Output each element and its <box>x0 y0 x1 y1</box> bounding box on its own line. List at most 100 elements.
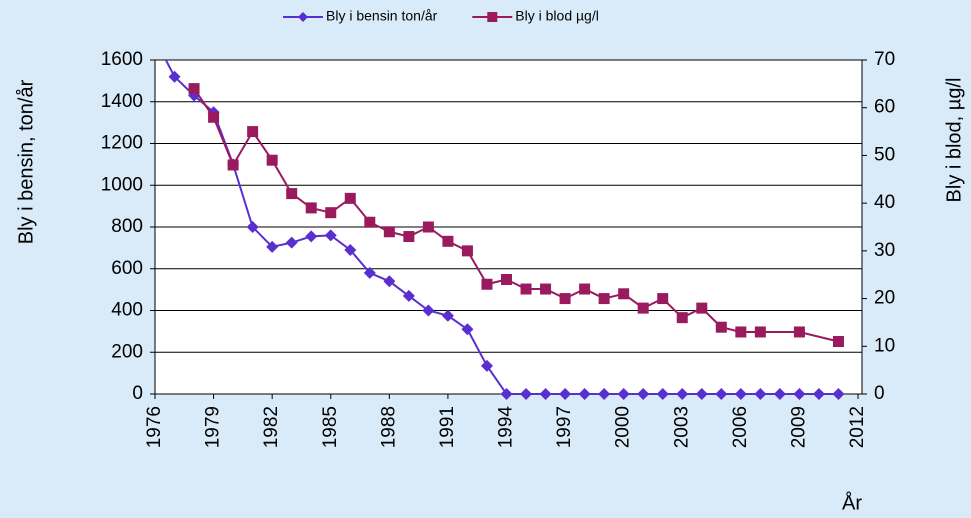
marker <box>344 192 356 204</box>
marker <box>696 302 708 314</box>
marker <box>285 236 298 249</box>
x-tick-label: 1997 <box>554 406 575 448</box>
marker <box>461 323 474 336</box>
marker <box>442 235 454 247</box>
series-layer <box>164 60 845 400</box>
y-tick-label: 1400 <box>101 91 143 112</box>
marker <box>363 266 376 279</box>
marker <box>461 245 473 257</box>
marker <box>735 326 747 338</box>
y2-axis-title: Bly i blod, µg/l <box>943 78 965 203</box>
x-tick-label: 1982 <box>261 406 282 448</box>
marker <box>832 336 844 348</box>
y-tick-label: 1200 <box>101 133 143 154</box>
marker <box>715 388 728 400</box>
marker <box>208 111 220 123</box>
marker <box>657 293 669 305</box>
marker <box>637 388 650 400</box>
marker <box>480 359 493 372</box>
y-tick-label: 200 <box>111 341 143 362</box>
marker <box>520 388 533 400</box>
marker <box>344 243 357 256</box>
y2-tick-label: 30 <box>874 240 895 261</box>
marker <box>501 273 512 285</box>
marker <box>598 388 611 400</box>
marker <box>266 154 278 166</box>
marker <box>637 302 649 314</box>
marker <box>481 278 493 290</box>
marker <box>715 321 727 333</box>
marker <box>500 388 513 400</box>
marker <box>364 216 376 228</box>
marker <box>754 388 767 400</box>
y2-tick-label: 40 <box>874 192 895 213</box>
legend-marker <box>487 12 498 22</box>
marker <box>773 388 786 400</box>
marker <box>734 388 747 400</box>
y2-tick-label: 70 <box>874 49 895 70</box>
x-tick-label: 1991 <box>437 406 458 448</box>
marker <box>266 240 279 253</box>
x-tick-label: 1976 <box>144 406 165 448</box>
legend-marker <box>298 12 308 22</box>
y2-tick-label: 50 <box>874 144 895 165</box>
marker <box>617 388 630 400</box>
y2-tick-label: 0 <box>874 383 885 404</box>
marker <box>676 312 688 324</box>
x-tick-label: 2006 <box>730 406 751 448</box>
marker <box>305 230 318 243</box>
marker <box>383 275 396 288</box>
y-tick-label: 1600 <box>101 49 143 70</box>
marker <box>793 326 805 338</box>
x-tick-label: 2009 <box>788 406 809 448</box>
marker <box>227 159 239 171</box>
y2-tick-label: 10 <box>874 335 895 356</box>
marker <box>793 388 806 400</box>
marker <box>656 388 669 400</box>
marker <box>383 226 395 238</box>
marker <box>422 304 435 317</box>
y-tick-label: 800 <box>111 216 143 237</box>
marker <box>325 207 337 219</box>
marker <box>695 388 708 400</box>
x-tick-label: 1979 <box>203 406 224 448</box>
x-tick-label: 2000 <box>613 406 634 448</box>
x-tick-label: 1994 <box>496 406 517 449</box>
marker <box>676 388 689 400</box>
y-tick-label: 400 <box>111 300 143 321</box>
marker <box>812 388 825 400</box>
marker <box>247 126 259 138</box>
marker <box>286 188 298 200</box>
marker <box>539 388 552 400</box>
y2-tick-label: 60 <box>874 97 895 118</box>
marker <box>540 283 552 295</box>
marker <box>441 309 454 322</box>
marker <box>520 283 532 295</box>
y-tick-label: 0 <box>132 383 143 404</box>
marker <box>618 288 630 300</box>
legend-label: Bly i blod µg/l <box>515 8 599 24</box>
marker <box>559 293 571 305</box>
marker <box>754 326 766 338</box>
marker <box>168 70 181 83</box>
marker <box>598 293 610 305</box>
marker <box>403 231 415 243</box>
marker <box>246 221 259 233</box>
y2-tick-label: 20 <box>874 288 895 309</box>
marker <box>305 202 317 214</box>
x-tick-label: 2012 <box>847 406 868 448</box>
marker <box>832 388 845 400</box>
marker <box>579 283 591 295</box>
legend-label: Bly i bensin ton/år <box>326 8 438 24</box>
marker <box>402 289 415 302</box>
y-tick-label: 600 <box>111 258 143 279</box>
marker <box>559 388 572 400</box>
marker <box>188 83 200 95</box>
x-axis-title: År <box>842 491 862 514</box>
y-tick-label: 1000 <box>101 174 143 195</box>
x-tick-label: 1988 <box>378 406 399 448</box>
marker <box>324 229 337 242</box>
x-tick-label: 1985 <box>320 406 341 448</box>
y-axis-title: Bly i bensin, ton/år <box>15 79 37 244</box>
